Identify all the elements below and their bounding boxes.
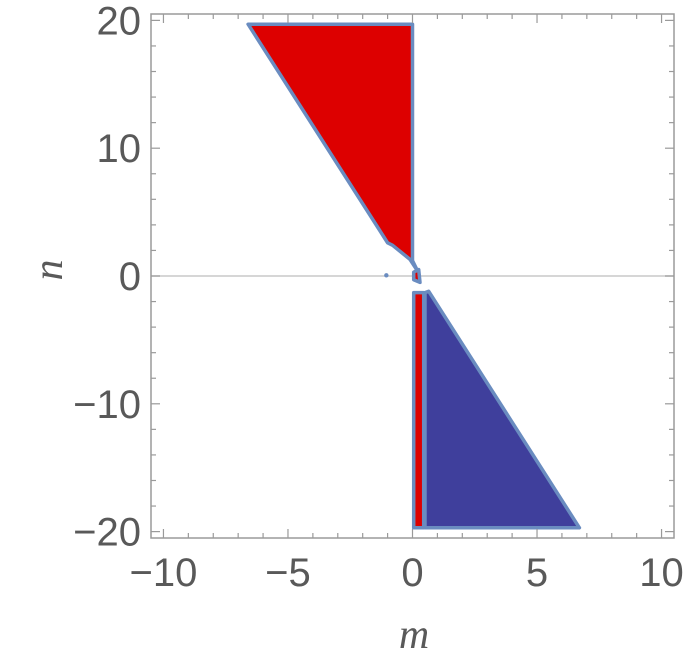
region-0: [246, 22, 420, 273]
x-tick-label: 10: [639, 551, 684, 595]
y-tick-label: 0: [119, 255, 141, 299]
y-tick-label: −10: [73, 383, 141, 427]
y-tick-label: 10: [97, 127, 142, 171]
y-tick-label: −20: [73, 511, 141, 555]
x-tick-label: −10: [130, 551, 198, 595]
y-tick-label: 20: [97, 0, 142, 43]
regions-layer: [246, 22, 582, 530]
x-tick-label: −5: [265, 551, 311, 595]
y-axis-title: n: [26, 260, 72, 281]
region-2: [411, 290, 426, 530]
ticks-layer: [151, 14, 674, 538]
x-tick-label: 0: [401, 551, 423, 595]
region-1: [411, 267, 422, 285]
region-3: [423, 289, 582, 530]
x-axis-title: m: [399, 612, 429, 658]
x-tick-label: 5: [526, 551, 548, 595]
points-layer: [384, 273, 389, 278]
point-0: [384, 273, 389, 278]
